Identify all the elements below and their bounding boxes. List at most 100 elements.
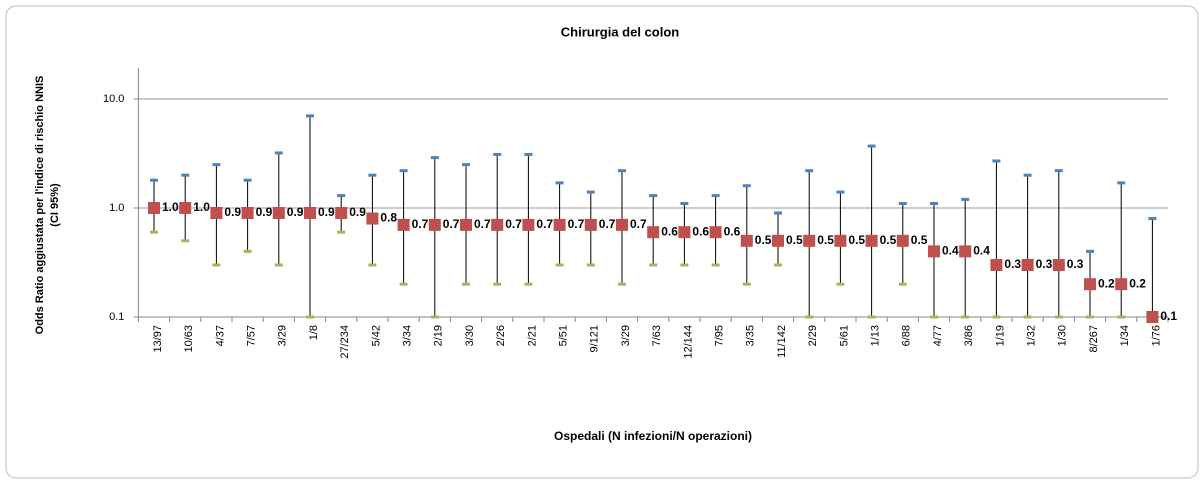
- y-tick-label: 0.1: [109, 311, 124, 323]
- data-label: 0.8: [380, 211, 397, 225]
- data-label: 0.3: [1036, 257, 1053, 271]
- x-tick-label: 2/21: [526, 325, 538, 346]
- x-tick-label: 1/19: [994, 325, 1006, 346]
- point: [1115, 278, 1128, 291]
- x-tick-label: 5/51: [558, 325, 570, 346]
- data-label: 0.7: [568, 217, 585, 231]
- data-label: 0.7: [505, 217, 522, 231]
- point: [678, 226, 691, 239]
- point: [1146, 311, 1159, 323]
- point: [896, 234, 909, 247]
- data-label: 0.5: [755, 233, 772, 247]
- x-tick-label: 1/13: [870, 325, 882, 346]
- point: [616, 218, 628, 231]
- point: [491, 218, 504, 231]
- x-tick-label: 1/32: [1026, 325, 1038, 346]
- point: [834, 234, 847, 247]
- point: [148, 202, 160, 214]
- x-tick-label: 7/57: [246, 325, 258, 346]
- x-tick-label: 2/19: [433, 325, 445, 346]
- data-label: 1.0: [162, 200, 179, 214]
- data-label: 0.9: [318, 205, 335, 219]
- data-label: 0.3: [1067, 257, 1084, 271]
- point: [179, 202, 192, 214]
- x-tick-label: 4/77: [932, 325, 944, 346]
- point: [740, 234, 753, 247]
- x-tick-label: 8/267: [1088, 325, 1100, 353]
- point: [865, 234, 878, 247]
- data-label: 0.1: [1160, 309, 1177, 323]
- data-label: 0.7: [599, 217, 616, 231]
- y-tick-label: 10.0: [103, 93, 124, 105]
- point: [928, 245, 940, 258]
- x-tick-label: 3/34: [402, 325, 414, 346]
- data-label: 0.6: [661, 224, 678, 238]
- data-label: 1.0: [193, 200, 210, 214]
- point: [272, 206, 285, 219]
- x-tick-label: 1/76: [1150, 325, 1162, 346]
- point: [1052, 258, 1065, 271]
- point: [990, 258, 1003, 271]
- point: [647, 226, 660, 239]
- point: [335, 206, 348, 219]
- point: [553, 218, 566, 231]
- data-label: 0.5: [786, 233, 803, 247]
- point: [210, 206, 223, 219]
- data-label: 0.5: [848, 233, 865, 247]
- data-label: 0.7: [443, 217, 460, 231]
- point: [460, 218, 472, 231]
- x-tick-label: 3/29: [277, 325, 289, 346]
- point: [522, 218, 535, 231]
- data-label: 0.4: [942, 244, 959, 258]
- data-label: 0.5: [880, 233, 897, 247]
- x-tick-label: 3/86: [963, 325, 975, 346]
- data-label: 0.9: [349, 205, 366, 219]
- data-label: 0.2: [1098, 276, 1115, 290]
- data-label: 0.5: [911, 233, 928, 247]
- point: [772, 234, 784, 247]
- data-label: 0.4: [973, 244, 990, 258]
- x-tick-label: 10/63: [183, 325, 195, 353]
- data-label: 0.7: [474, 217, 491, 231]
- x-tick-label: 1/8: [308, 325, 320, 340]
- data-label: 0.2: [1129, 276, 1146, 290]
- point: [304, 206, 316, 219]
- data-label: 0.7: [412, 217, 429, 231]
- point: [428, 218, 441, 231]
- chart-border: [5, 5, 1199, 479]
- y-tick-label: 1.0: [109, 202, 124, 214]
- point: [366, 212, 379, 225]
- y-axis-label: Odds Ratio aggiustata per l'indice di ri…: [34, 76, 46, 335]
- x-tick-label: 1/30: [1057, 325, 1069, 346]
- x-tick-label: 12/144: [682, 325, 694, 359]
- point: [1021, 258, 1034, 271]
- point: [803, 234, 816, 247]
- data-label: 0.9: [256, 205, 273, 219]
- data-label: 0.9: [287, 205, 304, 219]
- x-tick-label: 2/26: [495, 325, 507, 346]
- point: [959, 245, 972, 258]
- data-label: 0.7: [630, 217, 647, 231]
- x-tick-label: 5/42: [370, 325, 382, 346]
- data-label: 0.3: [1004, 257, 1021, 271]
- x-tick-label: 5/61: [838, 325, 850, 346]
- x-tick-label: 3/35: [745, 325, 757, 346]
- x-tick-label: 9/121: [589, 325, 601, 353]
- point: [584, 218, 597, 231]
- x-tick-label: 13/97: [152, 325, 164, 353]
- point: [1084, 278, 1096, 291]
- x-axis-label: Ospedali (N infezioni/N operazioni): [554, 429, 752, 443]
- x-tick-label: 2/29: [807, 325, 819, 346]
- data-label: 0.6: [692, 224, 709, 238]
- x-tick-label: 3/30: [464, 325, 476, 346]
- point: [709, 226, 722, 239]
- x-tick-label: 27/234: [339, 325, 351, 359]
- x-tick-label: 7/95: [714, 325, 726, 346]
- x-tick-label: 3/29: [620, 325, 632, 346]
- point: [241, 206, 254, 219]
- data-label: 0.9: [224, 205, 241, 219]
- point: [397, 218, 410, 231]
- data-label: 0.6: [724, 224, 741, 238]
- chart-title: Chirurgia del colon: [561, 24, 680, 39]
